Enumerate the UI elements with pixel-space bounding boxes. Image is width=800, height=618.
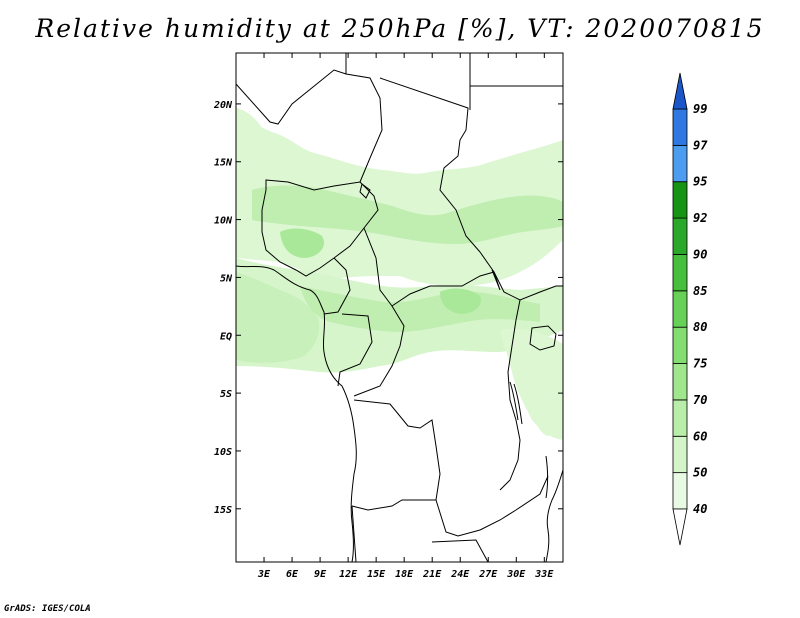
- colorbar-label: 70: [693, 393, 707, 407]
- lake-chad: [359, 183, 371, 199]
- lon-label: 6E: [286, 569, 299, 580]
- lake-victoria: [529, 325, 557, 351]
- colorbar-label: 85: [693, 284, 707, 298]
- colorbar-segment: [672, 181, 688, 219]
- lon-label: 27E: [478, 569, 498, 580]
- colorbar-label: 97: [693, 138, 708, 152]
- lat-label: 10N: [214, 216, 233, 227]
- colorbar-label: 50: [693, 466, 707, 480]
- colorbar-label: 75: [693, 357, 707, 371]
- colorbar-label: 80: [693, 320, 707, 334]
- colorbar: 40 50 60 70 75 80 85 90 92 95 97 99: [672, 72, 708, 546]
- border-cameroon: [323, 257, 351, 315]
- lat-label: 5N: [220, 273, 233, 284]
- colorbar-segment: [672, 254, 688, 292]
- colorbar-label: 90: [693, 247, 707, 261]
- coastline-east-africa: [545, 469, 563, 562]
- lon-label: 15E: [367, 569, 386, 580]
- lon-label: 21E: [422, 569, 442, 580]
- humidity-patch-bright-1: [280, 228, 325, 258]
- colorbar-label: 92: [693, 211, 707, 225]
- chart-title: Relative humidity at 250hPa [%], VT: 202…: [35, 14, 765, 43]
- colorbar-label: 60: [693, 429, 707, 443]
- border-congo-drc: [337, 305, 405, 397]
- colorbar-segment: [672, 144, 688, 183]
- colorbar-segment: [672, 217, 688, 255]
- lon-label: 33E: [534, 569, 554, 580]
- colorbar-label: 40: [693, 502, 707, 516]
- colorbar-segment: [672, 326, 688, 364]
- latitude-axis: 20N 15N 10N 5N EQ 5S 10S 15S: [213, 100, 563, 516]
- lon-label: 18E: [395, 569, 414, 580]
- colorbar-lower-extension: [672, 508, 688, 546]
- humidity-band-upper: [252, 185, 563, 244]
- humidity-patch-southeast: [536, 397, 561, 436]
- colorbar-segment: [672, 399, 688, 437]
- border-car: [363, 227, 501, 307]
- lat-label: 15N: [214, 158, 233, 169]
- coastline-west-africa: [236, 265, 357, 562]
- humidity-region-west: [236, 272, 320, 363]
- lat-label: 10S: [214, 447, 232, 458]
- colorbar-label: 99: [693, 102, 707, 116]
- humidity-shading: [236, 108, 563, 440]
- country-boundaries: [236, 53, 563, 562]
- humidity-patch-far-north: [236, 108, 264, 161]
- grads-credit: GrADS: IGES/COLA: [4, 604, 91, 614]
- colorbar-upper-extension: [672, 72, 688, 110]
- border-angola: [351, 399, 441, 511]
- border-zambia: [435, 475, 549, 537]
- lake-tanganyika: [509, 381, 523, 425]
- lat-label: EQ: [220, 331, 232, 342]
- lon-label: 24E: [450, 569, 470, 580]
- colorbar-segment: [672, 290, 688, 328]
- lon-label: 3E: [257, 569, 271, 580]
- map-frame: [235, 52, 564, 563]
- lon-label: 9E: [314, 569, 327, 580]
- humidity-patch-bright-2: [440, 288, 481, 314]
- colorbar-label: 95: [693, 175, 707, 189]
- lake-malawi: [545, 455, 548, 499]
- border-drc-east: [499, 299, 521, 491]
- lon-label: 12E: [339, 569, 358, 580]
- lat-label: 5S: [220, 389, 232, 400]
- colorbar-segment: [672, 472, 688, 510]
- colorbar-segment: [672, 363, 688, 401]
- lat-label: 15S: [214, 505, 232, 516]
- lat-label: 20N: [213, 100, 233, 111]
- border-libya-egypt: [345, 53, 471, 110]
- border-namibia-botswana: [351, 505, 489, 562]
- longitude-axis: 3E 6E 9E 12E 15E 18E 21E 24E 27E 30E 33E: [257, 53, 554, 580]
- border-chad-sudan: [379, 77, 481, 253]
- colorbar-segment: [672, 108, 688, 146]
- lon-label: 30E: [506, 569, 526, 580]
- colorbar-segment: [672, 435, 688, 474]
